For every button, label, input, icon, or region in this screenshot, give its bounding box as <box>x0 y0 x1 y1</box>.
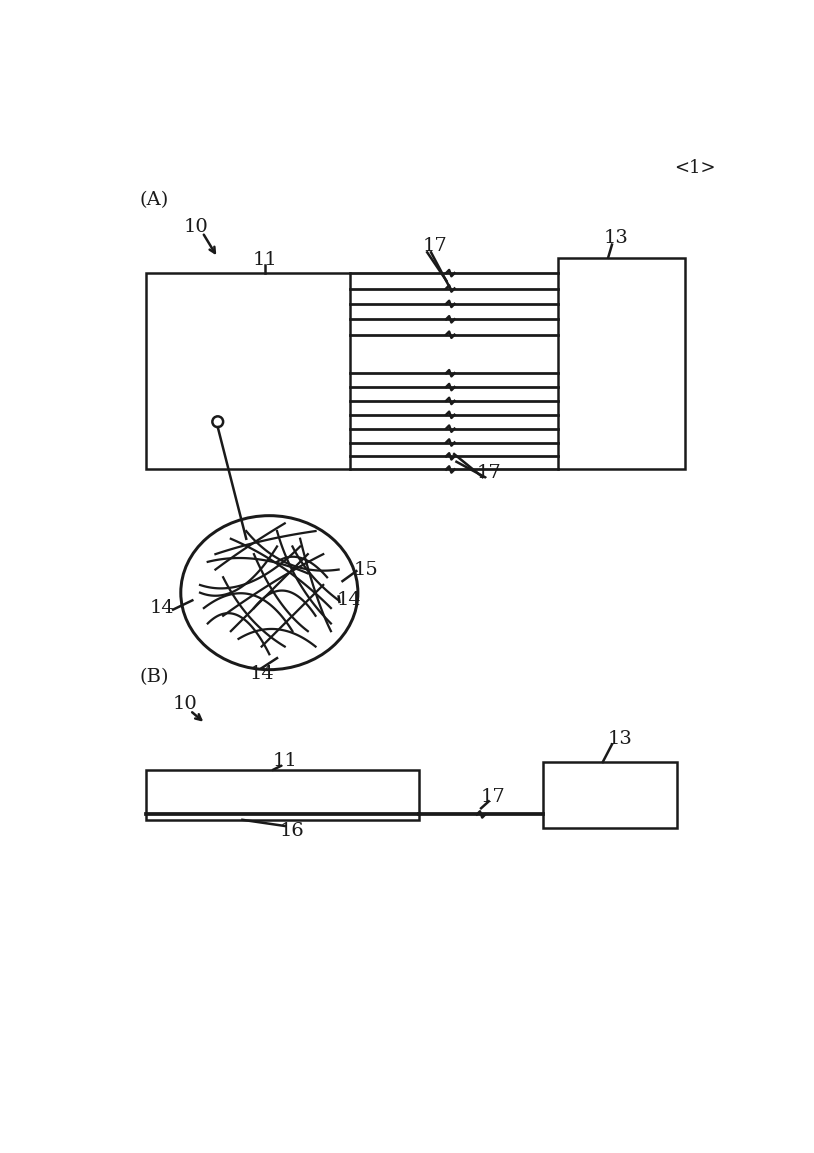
Text: 14: 14 <box>149 600 174 617</box>
Text: 16: 16 <box>280 822 304 841</box>
Text: 15: 15 <box>353 560 378 579</box>
Text: 10: 10 <box>173 695 197 714</box>
Bar <box>147 273 350 469</box>
Text: <1>: <1> <box>674 159 716 176</box>
Text: 17: 17 <box>476 465 501 482</box>
Bar <box>147 770 419 820</box>
Text: 14: 14 <box>336 591 361 609</box>
Text: (A): (A) <box>140 191 169 209</box>
Text: 11: 11 <box>253 251 278 269</box>
Bar <box>558 258 685 469</box>
Text: 11: 11 <box>273 752 297 769</box>
Text: (B): (B) <box>140 669 169 686</box>
Text: 13: 13 <box>603 229 628 248</box>
Text: 10: 10 <box>184 218 208 236</box>
Text: 17: 17 <box>422 238 447 255</box>
Text: 14: 14 <box>249 664 274 683</box>
Bar <box>543 762 677 828</box>
Text: 17: 17 <box>480 787 505 806</box>
Text: 13: 13 <box>607 730 632 748</box>
